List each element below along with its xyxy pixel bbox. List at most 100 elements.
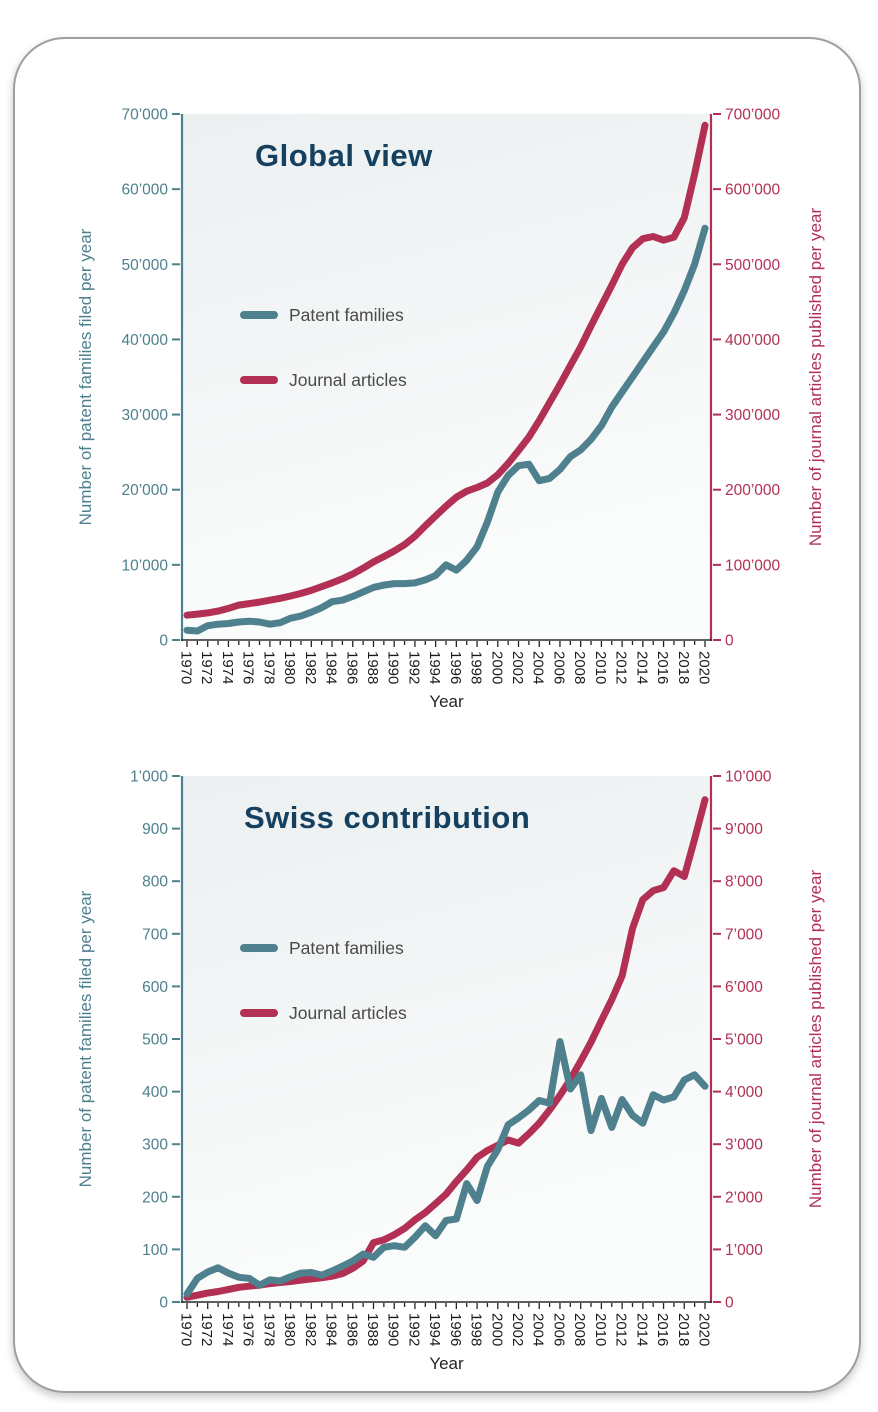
right-axis-tick-label: 5’000	[725, 1032, 763, 1049]
x-axis-tick-label: 1982	[302, 1313, 319, 1346]
x-axis-tick-label: 2010	[592, 651, 609, 684]
right-axis-tick-label: 6’000	[725, 979, 763, 996]
figure-card: 0 10’000 20’000 30’000 40’000 50’000 60’000 70’…	[13, 37, 861, 1393]
right-axis-title: Number of journal articles published per…	[806, 207, 825, 547]
x-axis-tick-label: 1980	[281, 1313, 298, 1346]
right-axis-tick-label: 0	[725, 633, 734, 650]
left-axis-tick-label: 200	[142, 1189, 168, 1206]
legend-label-patent-families: Patent families	[289, 937, 404, 958]
x-axis-tick-label: 2004	[530, 1313, 547, 1346]
left-axis-tick-label: 0	[159, 1295, 168, 1312]
right-axis-tick-label: 3’000	[725, 1137, 763, 1154]
left-axis-tick-label: 40’000	[121, 332, 168, 349]
x-axis-tick-label: 1970	[178, 651, 195, 684]
x-axis-title: Year	[429, 692, 464, 711]
right-axis-tick-label: 700’000	[725, 107, 781, 124]
left-axis-tick-label: 0	[159, 633, 168, 650]
x-axis-tick-label: 1998	[468, 1313, 485, 1346]
x-axis-tick-label: 2006	[550, 1313, 567, 1346]
x-axis-tick-label: 2006	[550, 651, 567, 684]
x-axis-tick-label: 1992	[405, 651, 422, 684]
x-axis-tick-label: 1974	[219, 1313, 236, 1346]
right-axis-tick-label: 2’000	[725, 1189, 763, 1206]
x-axis-tick-label: 2012	[613, 1313, 630, 1346]
x-axis-tick-label: 1980	[281, 651, 298, 684]
x-axis-tick-label: 2000	[488, 1313, 505, 1346]
left-axis-tick-label: 900	[142, 821, 168, 838]
legend-item-journal-articles: Journal articles	[240, 363, 407, 397]
right-axis-tick-label: 200’000	[725, 482, 781, 499]
x-axis-tick-label: 1978	[260, 1313, 277, 1346]
right-axis-tick-label: 0	[725, 1295, 734, 1312]
x-axis-tick-label: 1970	[178, 1313, 195, 1346]
legend-label-patent-families: Patent families	[289, 304, 404, 325]
x-axis-tick-label: 2018	[675, 651, 692, 684]
x-axis-tick-label: 2002	[509, 1313, 526, 1346]
x-axis-tick-label: 2012	[613, 651, 630, 684]
left-axis-tick-label: 10’000	[121, 557, 168, 574]
right-axis-tick-label: 7’000	[725, 926, 763, 943]
x-axis-tick-label: 1976	[240, 651, 257, 684]
line-patent-families	[183, 1038, 709, 1298]
x-axis-tick-label: 1972	[198, 1313, 215, 1346]
x-axis-tick-label: 2014	[633, 1313, 650, 1346]
plot-swiss-contribution: 0 100 200 300 400 500 600 700 800 900 1’000 0 1’000 2…	[130, 769, 772, 1347]
x-axis-tick-label: 1998	[468, 651, 485, 684]
right-axis-tick-label: 100’000	[725, 557, 781, 574]
x-axis-tick-label: 1982	[302, 651, 319, 684]
legend-label-journal-articles: Journal articles	[289, 1002, 407, 1023]
x-axis-tick-label: 2010	[592, 1313, 609, 1346]
left-axis-title: Number of patent families filed per year	[76, 228, 95, 526]
plot-background	[182, 776, 711, 1302]
chart-swiss-contribution: 0 100 200 300 400 500 600 700 800 900 1’000 0 1’000 2…	[15, 738, 878, 1402]
x-axis-tick-label: 2004	[530, 651, 547, 684]
x-axis-tick-label: 1972	[198, 651, 215, 684]
left-axis-tick-label: 700	[142, 926, 168, 943]
left-axis-tick-label: 1’000	[130, 769, 168, 786]
x-axis-tick-label: 2008	[571, 651, 588, 684]
x-axis-tick-label: 2020	[696, 651, 713, 684]
right-axis-tick-label: 300’000	[725, 407, 781, 424]
left-axis-tick-label: 70’000	[121, 107, 168, 124]
x-axis-tick-label: 1974	[219, 651, 236, 684]
left-axis-tick-label: 400	[142, 1084, 168, 1101]
patent-families-swatch-icon	[240, 311, 278, 319]
x-axis-tick-label: 1986	[343, 1313, 360, 1346]
plot-global-view: 0 10’000 20’000 30’000 40’000 50’000 60’000 70’…	[121, 107, 781, 685]
chart-title-global: Global view	[255, 138, 433, 173]
x-axis-tick-label: 2016	[654, 651, 671, 684]
x-axis-tick-label: 2002	[509, 651, 526, 684]
left-axis-tick-label: 300	[142, 1137, 168, 1154]
x-axis-tick-label: 2008	[571, 1313, 588, 1346]
right-axis-tick-label: 500’000	[725, 257, 781, 274]
legend-swiss: Patent families Journal articles	[240, 931, 407, 1061]
journal-articles-swatch-icon	[240, 376, 278, 384]
x-axis-tick-label: 1976	[240, 1313, 257, 1346]
left-axis-tick-label: 500	[142, 1032, 168, 1049]
left-axis-tick-label: 50’000	[121, 257, 168, 274]
x-axis-tick-label: 2014	[633, 651, 650, 684]
x-axis-tick-label: 1984	[323, 1313, 340, 1346]
right-axis-title: Number of journal articles published per…	[806, 869, 825, 1209]
x-axis-tick-label: 1996	[447, 651, 464, 684]
left-axis-tick-label: 30’000	[121, 407, 168, 424]
left-axis-tick-label: 20’000	[121, 482, 168, 499]
line-patent-families	[183, 224, 709, 635]
x-axis-tick-label: 1994	[426, 651, 443, 684]
left-axis-tick-label: 800	[142, 874, 168, 891]
journal-articles-swatch-icon	[240, 1009, 278, 1017]
x-axis-tick-label: 1990	[385, 1313, 402, 1346]
x-axis-tick-label: 2018	[675, 1313, 692, 1346]
left-axis-title: Number of patent families filed per year	[76, 890, 95, 1188]
x-axis-tick-label: 2016	[654, 1313, 671, 1346]
x-axis-tick-label: 1984	[323, 651, 340, 684]
x-axis-tick-label: 1990	[385, 651, 402, 684]
left-axis-tick-label: 60’000	[121, 182, 168, 199]
x-axis-tick-label: 1992	[405, 1313, 422, 1346]
right-axis-tick-label: 8’000	[725, 874, 763, 891]
x-axis-tick-label: 2000	[488, 651, 505, 684]
right-axis-tick-label: 4’000	[725, 1084, 763, 1101]
x-axis-tick-label: 1988	[364, 1313, 381, 1346]
x-axis-tick-label: 1978	[260, 651, 277, 684]
